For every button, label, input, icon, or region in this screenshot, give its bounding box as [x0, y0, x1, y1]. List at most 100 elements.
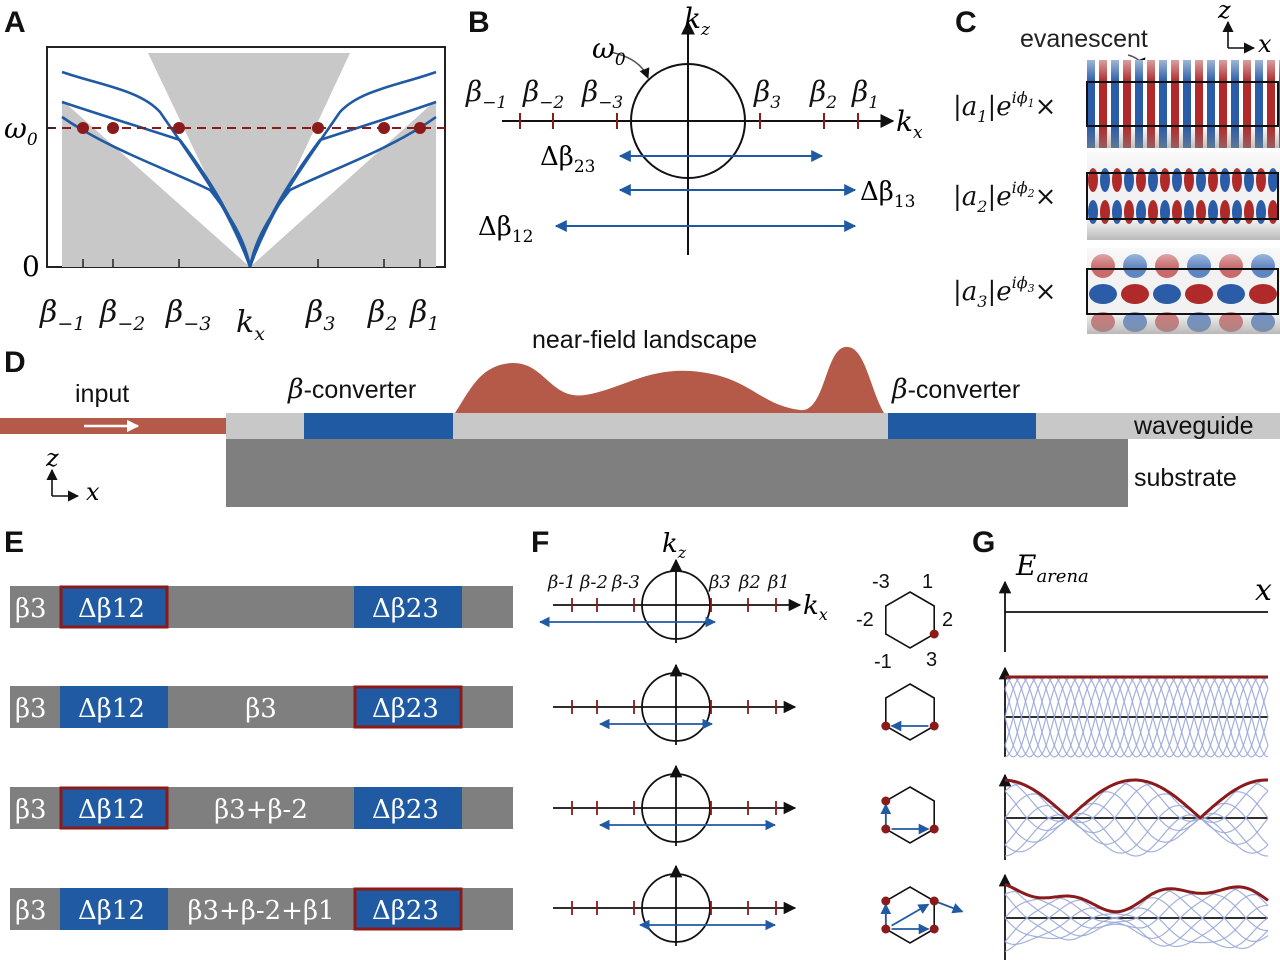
mode-field-1	[1086, 60, 1280, 148]
x-tick-label: β3	[305, 295, 335, 335]
device-cell-label: Δβ12	[78, 896, 145, 926]
converter-block-12	[60, 586, 168, 628]
dispersion-curves	[61, 70, 437, 268]
f-light-circle	[641, 570, 711, 640]
device-cell-label: β3+β-2+β1	[187, 896, 334, 926]
f-beta-label-left: β-1	[547, 572, 576, 593]
active-converter-outline	[353, 685, 463, 729]
device-row: β3 Δβ12 β3 Δβ23	[10, 685, 513, 729]
beta-label-left: β−1	[465, 75, 507, 113]
hexagon-mode-label: 1	[922, 571, 933, 593]
beta-converter-left	[304, 413, 453, 439]
x-tick-label: β−1	[39, 295, 85, 335]
f-light-circle	[641, 873, 711, 943]
y-tick-omega0: ω0	[4, 112, 38, 150]
envelope-plot	[998, 873, 1269, 960]
kspace-row	[553, 864, 797, 946]
f-kz-label: kz	[662, 529, 687, 562]
panel-c: C evanescent z x |a1|eiϕ1× |a2|eiϕ2× |a3|e…	[953, 0, 1280, 334]
converter-block-12	[60, 686, 168, 728]
curve-right-3	[248, 115, 437, 268]
hexagon-mode-label: -2	[856, 609, 874, 631]
omega0-label: ω0	[592, 32, 626, 70]
field-snapshot-curve	[1004, 783, 1269, 854]
hexagon-transfer-arrow	[937, 901, 964, 914]
evanescent-label: evanescent	[1020, 25, 1148, 53]
bulk-region-right	[250, 100, 436, 267]
light-cone	[148, 53, 350, 267]
panel-a-x-tick-labels: β−1 β−2 β−3 kx β3 β2 β1	[39, 295, 439, 345]
device-cell-label: Δβ23	[372, 896, 439, 926]
hexagon-occupied-mode	[929, 924, 939, 934]
beta-label-left: β−3	[581, 75, 623, 113]
dbeta13-label: Δβ13	[860, 177, 915, 212]
panel-label-b: B	[468, 6, 490, 39]
beta-label-right: β2	[809, 75, 837, 113]
hexagon-occupied-mode	[881, 924, 891, 934]
kx-label: kx	[896, 105, 923, 143]
hexagon-occupied-mode	[881, 721, 891, 731]
f-light-circle	[641, 773, 711, 843]
panel-label-f: F	[531, 526, 549, 559]
beta-converter-right	[888, 413, 1036, 439]
f-kspace-rows	[538, 558, 802, 946]
panel-b-beta-labels: β−1 β−2 β−3 β3 β2 β1	[465, 75, 879, 113]
device-cell-label: Δβ23	[372, 694, 439, 724]
hexagon-occupied-mode	[881, 824, 891, 834]
d-x-label: x	[86, 478, 100, 506]
active-converter-outline	[59, 786, 169, 830]
hexagon-outline	[884, 683, 936, 741]
near-field-label: near-field landscape	[532, 326, 757, 354]
hexagon	[881, 683, 939, 741]
beta-converter-right-label: β-converter	[891, 374, 1020, 405]
field-snapshot-curve	[1004, 676, 1269, 758]
panel-label-d: D	[4, 346, 26, 379]
hexagon-occupied-mode	[881, 896, 891, 906]
active-converter-outline	[353, 887, 463, 931]
hexagon-mode-label: 2	[942, 609, 953, 631]
panel-label-g: G	[972, 526, 995, 559]
near-field-landscape	[455, 346, 884, 413]
device-cell-label: β3+β-2	[214, 795, 308, 825]
panel-b: B ω0 kz kx β−1 β−2 β−3 β3 β2 β1 Δβ23 Δβ13 Δβ1…	[465, 2, 923, 255]
mode-coefficient: |a3|eiϕ3×	[953, 273, 1056, 311]
device-cell-label: Δβ23	[372, 594, 439, 624]
hexagon-mode-label: 3	[926, 649, 937, 671]
substrate-label: substrate	[1134, 464, 1237, 492]
beta-label-left: β−2	[522, 75, 564, 113]
hexagon	[880, 786, 939, 844]
waveguide-label: waveguide	[1133, 412, 1254, 440]
c-x-label: x	[1258, 30, 1272, 58]
hexagon-diagrams	[880, 591, 964, 944]
panel-b-arrows	[554, 150, 857, 232]
field-snapshot-curve	[1004, 890, 1268, 932]
hexagon-mode-label: -1	[874, 651, 892, 673]
kz-label: kz	[684, 2, 711, 40]
mode-points	[77, 122, 426, 134]
device-cell-label: β3	[15, 896, 47, 926]
g-x-label: x	[1255, 573, 1272, 608]
omega0-pointer	[609, 51, 650, 79]
device-cell-label: Δβ12	[78, 795, 145, 825]
converter-block-23	[354, 787, 462, 829]
x-tick-label: kx	[236, 305, 265, 345]
substrate-layer	[226, 439, 1128, 507]
mode-point-beta3	[312, 122, 324, 134]
device-cell-label: β3	[15, 594, 47, 624]
mode-point-beta-minus1	[77, 122, 89, 134]
f-kx-label: kx	[803, 591, 828, 624]
converter-block-12	[60, 787, 168, 829]
field-snapshot-curve	[1004, 676, 1269, 758]
f-beta-label-right: β1	[767, 572, 790, 593]
f-light-circle	[641, 672, 711, 742]
device-cell-label: β3	[245, 694, 277, 724]
panel-label-a: A	[4, 6, 26, 39]
hexagon-mode-label: -3	[872, 571, 890, 593]
d-z-label: z	[45, 444, 59, 472]
beta-label-right: β3	[753, 75, 781, 113]
f-beta-label-right: β3	[708, 572, 731, 593]
hexagon-outline	[884, 591, 936, 649]
hexagon	[880, 886, 964, 944]
panel-d: D input near-field landscape β-converter…	[0, 326, 1280, 507]
